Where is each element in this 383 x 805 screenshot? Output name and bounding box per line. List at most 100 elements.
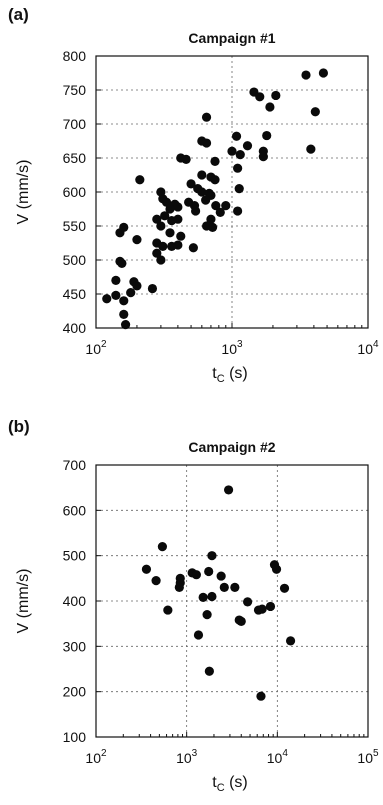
y-tick-label: 700 <box>63 457 87 473</box>
data-point <box>126 288 136 298</box>
data-point <box>204 566 214 577</box>
data-point <box>210 175 220 185</box>
data-point <box>193 630 204 640</box>
data-point <box>165 228 175 238</box>
data-point <box>255 92 265 102</box>
chart-title: Campaign #2 <box>188 439 275 455</box>
data-point <box>236 616 246 627</box>
data-point <box>201 138 212 148</box>
data-point <box>161 197 172 207</box>
chart-panel-1: (a) Campaign #1 102 103 104 400 450 500 550 600 65… <box>8 5 379 385</box>
data-point <box>157 542 168 552</box>
data-point <box>219 582 229 593</box>
panel-label: (b) <box>8 417 30 436</box>
data-point <box>265 601 276 612</box>
y-tick-label: 500 <box>63 252 87 268</box>
data-point <box>117 258 127 268</box>
data-point <box>231 131 242 141</box>
data-point <box>188 243 198 253</box>
data-point <box>202 610 212 620</box>
data-point <box>151 576 161 586</box>
data-point <box>204 666 214 676</box>
data-point <box>102 294 112 304</box>
x-tick-label: 102 <box>85 339 107 357</box>
data-point <box>234 184 244 194</box>
data-point <box>262 130 272 141</box>
data-point <box>258 152 268 162</box>
data-point <box>119 222 129 232</box>
data-point <box>111 290 121 300</box>
data-point <box>119 296 129 306</box>
data-point <box>191 570 201 580</box>
y-axis-label: V (mm/s) <box>15 160 32 225</box>
y-tick-label: 450 <box>63 286 87 302</box>
y-tick-label: 200 <box>63 684 87 700</box>
y-tick-label: 700 <box>63 116 87 132</box>
data-point <box>156 255 166 265</box>
data-point <box>201 112 212 122</box>
data-point <box>206 214 216 224</box>
data-point <box>271 90 281 101</box>
x-tick-label: 102 <box>85 748 107 766</box>
data-point <box>132 281 142 291</box>
data-point <box>243 597 253 607</box>
data-point <box>271 564 282 574</box>
data-point <box>310 107 320 117</box>
x-tick-label: 104 <box>267 748 289 766</box>
chart-title: Campaign #1 <box>188 30 275 46</box>
data-point <box>174 582 184 593</box>
y-tick-label: 500 <box>63 548 87 564</box>
data-point <box>279 583 290 593</box>
data-point <box>223 485 234 495</box>
data-point <box>176 231 186 241</box>
x-tick-label: 104 <box>357 339 379 357</box>
data-point <box>135 175 145 185</box>
y-tick-label: 400 <box>63 593 87 609</box>
data-point <box>186 179 196 189</box>
data-point <box>230 582 240 593</box>
data-point <box>160 211 170 221</box>
data-point <box>318 68 329 78</box>
data-point <box>215 207 225 217</box>
data-point <box>207 222 218 232</box>
x-axis-label: tC (s) <box>212 774 248 794</box>
panel-label: (a) <box>8 5 29 24</box>
x-tick-label: 103 <box>221 339 243 357</box>
data-point <box>233 163 243 173</box>
data-point <box>253 605 264 615</box>
x-tick-label: 103 <box>176 748 198 766</box>
data-point <box>207 551 217 561</box>
data-point <box>152 214 162 224</box>
data-point <box>235 150 245 160</box>
data-point <box>265 102 275 112</box>
data-point <box>233 206 243 216</box>
data-point <box>201 195 211 205</box>
x-tick-label: 105 <box>357 748 379 766</box>
data-point <box>173 240 183 250</box>
y-tick-label: 400 <box>63 320 87 336</box>
data-point <box>285 636 296 646</box>
data-point <box>173 214 183 224</box>
data-point <box>132 235 142 245</box>
y-tick-label: 600 <box>63 502 87 518</box>
data-point <box>256 691 266 701</box>
y-axis-label: V (mm/s) <box>15 569 32 634</box>
data-point <box>158 241 168 251</box>
data-point <box>152 248 162 258</box>
data-point <box>120 320 131 330</box>
data-point <box>207 591 217 602</box>
data-point <box>210 156 220 166</box>
data-point <box>165 204 175 214</box>
data-point <box>176 153 186 163</box>
data-point <box>301 70 311 80</box>
data-point <box>198 592 208 602</box>
y-tick-label: 600 <box>63 184 87 200</box>
data-point <box>173 202 183 212</box>
chart-panel-2: (b) Campaign #2 102 103 104 105 100 200 300 400 50… <box>8 417 379 794</box>
data-point <box>197 187 207 197</box>
y-tick-label: 650 <box>63 150 87 166</box>
data-point <box>211 201 221 211</box>
data-point <box>163 605 173 615</box>
data-point <box>191 206 201 216</box>
